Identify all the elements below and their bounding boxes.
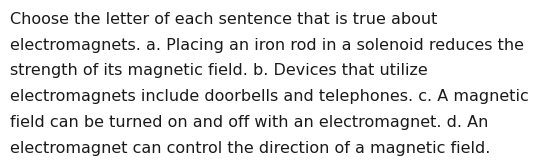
Text: electromagnet can control the direction of a magnetic field.: electromagnet can control the direction … [10, 141, 490, 156]
Text: strength of its magnetic field. b. Devices that utilize: strength of its magnetic field. b. Devic… [10, 63, 428, 78]
Text: Choose the letter of each sentence that is true about: Choose the letter of each sentence that … [10, 12, 437, 27]
Text: electromagnets include doorbells and telephones. c. A magnetic: electromagnets include doorbells and tel… [10, 89, 529, 104]
Text: field can be turned on and off with an electromagnet. d. An: field can be turned on and off with an e… [10, 115, 488, 130]
Text: electromagnets. a. Placing an iron rod in a solenoid reduces the: electromagnets. a. Placing an iron rod i… [10, 38, 524, 53]
